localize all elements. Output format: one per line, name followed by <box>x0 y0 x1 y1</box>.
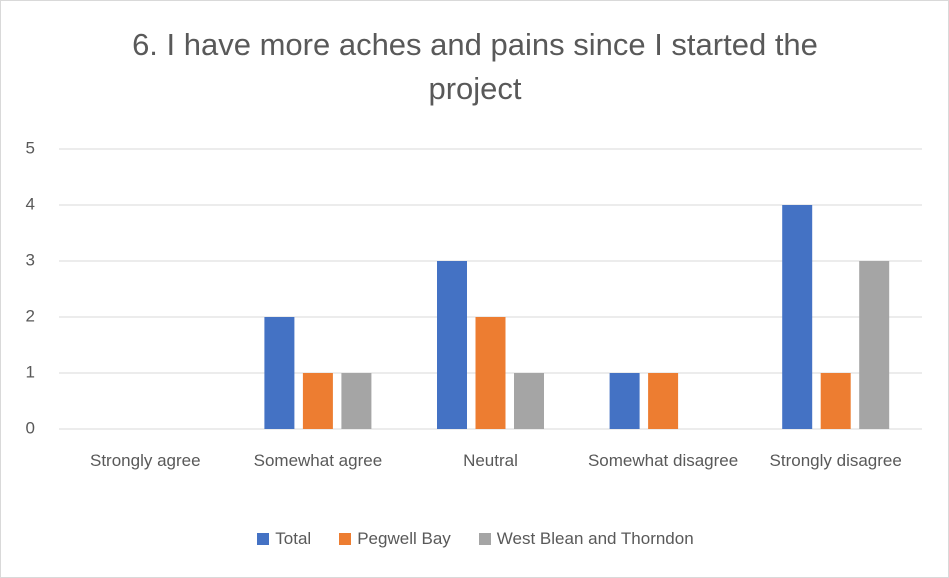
bar <box>475 317 506 429</box>
x-tick-label: Somewhat agree <box>253 451 383 470</box>
bar <box>648 373 679 429</box>
legend-swatch <box>478 533 491 545</box>
bar <box>514 373 544 429</box>
y-tick-label: 3 <box>26 250 35 269</box>
legend-item: Total <box>257 529 311 549</box>
legend-swatch <box>339 533 352 545</box>
legend: Total Pegwell Bay West Blean and Thorndon <box>1 529 948 549</box>
bar <box>264 317 295 429</box>
legend-swatch <box>257 533 270 545</box>
bar <box>302 373 333 429</box>
y-tick-label: 1 <box>26 362 35 381</box>
bar <box>609 373 640 429</box>
legend-label: West Blean and Thorndon <box>496 529 694 548</box>
bar <box>859 261 890 429</box>
bar <box>437 261 467 429</box>
y-tick-label: 4 <box>26 194 35 213</box>
x-tick-label: Neutral <box>463 451 518 470</box>
y-tick-label: 5 <box>26 138 35 157</box>
y-tick-label: 0 <box>26 418 35 437</box>
x-tick-label: Strongly disagree <box>769 451 902 470</box>
x-tick-label: Strongly agree <box>90 451 201 470</box>
legend-label: Pegwell Bay <box>357 529 451 548</box>
x-tick-label: Somewhat disagree <box>587 451 739 470</box>
bar <box>341 373 372 429</box>
legend-item: West Blean and Thorndon <box>478 529 694 549</box>
bar <box>782 205 813 429</box>
legend-label: Total <box>275 529 312 548</box>
chart-title: 6. I have more aches and pains since I s… <box>132 27 818 106</box>
bar <box>820 373 851 429</box>
legend-item: Pegwell Bay <box>339 529 451 549</box>
y-tick-label: 2 <box>26 306 35 325</box>
